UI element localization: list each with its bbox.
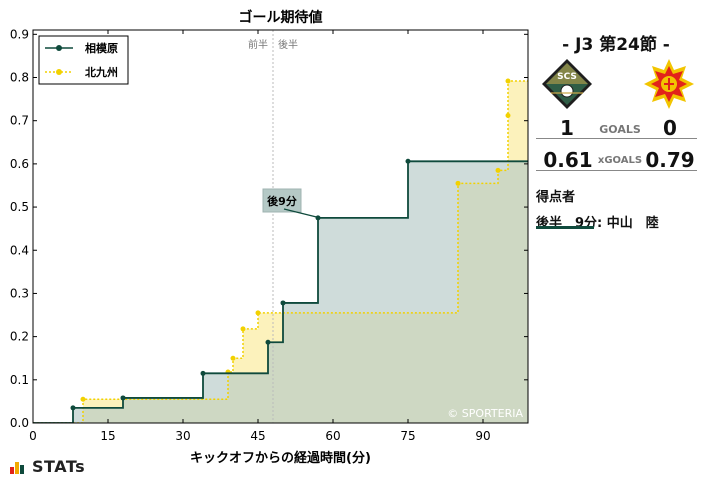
- stats-wordmark: STATs: [32, 457, 86, 476]
- x-tick-label: 45: [250, 429, 265, 443]
- legend-marker-0: [56, 45, 62, 51]
- data-point: [240, 326, 246, 332]
- y-tick-label: 0.6: [10, 157, 29, 171]
- match-title: - J3 第24節 -: [562, 35, 670, 55]
- data-point: [200, 370, 206, 376]
- x-tick-label: 60: [325, 429, 340, 443]
- goals-label: GOALS: [599, 123, 641, 136]
- home-team-emblem: SCS: [542, 59, 592, 109]
- divider: [536, 170, 697, 171]
- home-goals: 1: [560, 116, 574, 140]
- data-point: [280, 300, 286, 306]
- legend-box: [38, 35, 129, 85]
- data-point: [255, 310, 261, 316]
- goal-annotation-box: [262, 188, 302, 213]
- y-tick-label: 0.4: [10, 243, 29, 257]
- x-tick-label: 0: [29, 429, 37, 443]
- x-tick-label: 90: [475, 429, 490, 443]
- data-point: [230, 355, 236, 361]
- series-area-0: [33, 161, 528, 423]
- x-tick-label: 30: [175, 429, 190, 443]
- goal-annotation-arrow: [283, 208, 317, 218]
- legend-label-1: 北九州: [85, 65, 118, 79]
- scorers-title: 得点者: [536, 190, 576, 205]
- divider: [536, 138, 697, 139]
- home-logo-text: SCS: [557, 72, 577, 82]
- stats-bar-icon: [10, 467, 14, 474]
- xg-label: xGOALS: [597, 155, 643, 166]
- data-point: [120, 395, 126, 401]
- y-tick-label: 0.0: [10, 416, 29, 430]
- x-tick-label: 15: [100, 429, 115, 443]
- y-tick-label: 0.5: [10, 200, 29, 214]
- data-point: [265, 339, 271, 345]
- stats-bar-icon: [20, 465, 24, 474]
- y-tick-label: 0.2: [10, 330, 29, 344]
- series-line-0: [33, 160, 528, 423]
- watermark: © SPORTERIA: [447, 407, 523, 420]
- stats-bar-icon: [15, 462, 19, 474]
- home-xg: 0.61: [543, 148, 593, 172]
- away-xg: 0.79: [645, 148, 695, 172]
- chart-title: ゴール期待値: [239, 9, 323, 26]
- y-tick-label: 0.9: [10, 27, 29, 41]
- x-axis-label: キックオフからの経過時間(分): [190, 450, 371, 466]
- plot-frame: [32, 29, 529, 424]
- data-point: [455, 180, 461, 186]
- x-tick-label: 75: [400, 429, 415, 443]
- data-point: [80, 396, 86, 402]
- y-tick-label: 0.3: [10, 286, 29, 300]
- data-point: [70, 405, 76, 411]
- away-goals: 0: [663, 116, 677, 140]
- legend-marker-1: [56, 69, 62, 75]
- data-point: [505, 78, 511, 84]
- y-tick-label: 0.7: [10, 114, 29, 128]
- half-label-first: 前半: [248, 38, 268, 51]
- scorer-underline: [536, 226, 594, 229]
- data-point: [505, 113, 511, 119]
- data-point: [495, 167, 501, 173]
- y-tick-label: 0.8: [10, 71, 29, 85]
- data-point: [405, 158, 411, 164]
- y-tick-label: 0.1: [10, 373, 29, 387]
- data-point: [315, 215, 321, 221]
- goal-annotation-label: 後9分: [267, 194, 297, 208]
- half-label-second: 後半: [278, 38, 298, 51]
- legend-label-0: 相模原: [85, 41, 118, 55]
- away-team-emblem: [644, 59, 694, 109]
